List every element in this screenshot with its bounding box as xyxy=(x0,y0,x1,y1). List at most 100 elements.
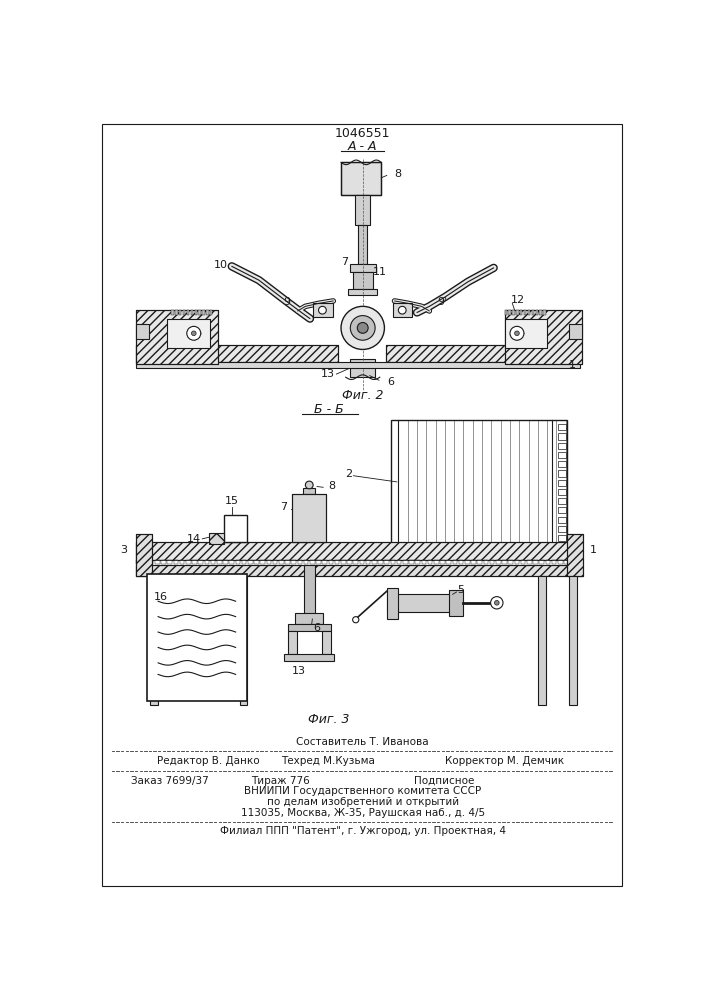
Circle shape xyxy=(187,326,201,340)
Text: Фиг. 3: Фиг. 3 xyxy=(308,713,349,726)
Bar xyxy=(171,310,174,315)
Bar xyxy=(168,319,210,348)
Bar xyxy=(538,576,546,705)
Text: ВНИИПИ Государственного комитета СССР: ВНИИПИ Государственного комитета СССР xyxy=(244,786,481,796)
Text: 14: 14 xyxy=(187,534,201,544)
Text: 13: 13 xyxy=(291,666,305,676)
Text: 13: 13 xyxy=(321,369,335,379)
Bar xyxy=(385,560,389,564)
Bar xyxy=(358,225,368,264)
Text: А - А: А - А xyxy=(348,140,378,153)
Text: 15: 15 xyxy=(225,496,239,506)
Bar xyxy=(567,534,583,576)
Bar xyxy=(183,310,185,315)
Bar xyxy=(505,310,582,364)
Bar xyxy=(505,319,547,348)
Bar xyxy=(292,494,327,542)
Bar xyxy=(459,560,464,564)
Bar xyxy=(569,576,577,705)
Text: по делам изобретений и открытий: по делам изобретений и открытий xyxy=(267,797,459,807)
Bar xyxy=(434,560,438,564)
Bar xyxy=(440,560,445,564)
Bar xyxy=(136,362,580,368)
Bar xyxy=(391,420,567,545)
Bar xyxy=(168,560,172,564)
Bar xyxy=(136,310,218,364)
Text: 5: 5 xyxy=(457,585,464,595)
Bar xyxy=(524,310,526,315)
Bar xyxy=(206,310,209,315)
Bar xyxy=(223,560,228,564)
Bar xyxy=(204,560,209,564)
Text: 8: 8 xyxy=(395,169,402,179)
Bar xyxy=(577,560,581,564)
Text: 9': 9' xyxy=(437,297,448,307)
Circle shape xyxy=(398,306,406,314)
Bar xyxy=(230,560,234,564)
Bar xyxy=(288,631,297,654)
Text: Фиг. 2: Фиг. 2 xyxy=(342,389,383,402)
Bar xyxy=(546,560,550,564)
Bar xyxy=(558,424,566,430)
Bar xyxy=(403,560,408,564)
Bar xyxy=(472,560,476,564)
Bar xyxy=(267,560,271,564)
Bar xyxy=(521,560,525,564)
Bar xyxy=(552,560,556,564)
Bar xyxy=(296,613,323,624)
Bar xyxy=(505,310,507,315)
Bar xyxy=(136,560,141,564)
Text: Подписное: Подписное xyxy=(414,776,474,786)
Bar xyxy=(273,560,277,564)
Bar xyxy=(505,319,547,348)
Text: 1: 1 xyxy=(590,545,597,555)
Bar xyxy=(428,560,433,564)
Bar xyxy=(355,195,370,225)
Bar xyxy=(210,310,212,315)
Bar xyxy=(558,452,566,458)
Text: Техред М.Кузьма: Техред М.Кузьма xyxy=(281,756,375,766)
Bar xyxy=(409,560,414,564)
Bar xyxy=(558,433,566,440)
Bar xyxy=(322,631,331,654)
Bar xyxy=(528,310,530,315)
Bar xyxy=(391,560,395,564)
Circle shape xyxy=(515,331,519,336)
Bar xyxy=(304,560,308,564)
Bar xyxy=(416,560,420,564)
Bar xyxy=(136,542,582,560)
Bar xyxy=(449,590,462,616)
Bar xyxy=(136,542,582,560)
Circle shape xyxy=(351,316,375,340)
Bar xyxy=(155,560,160,564)
Text: 7: 7 xyxy=(281,502,288,512)
Bar xyxy=(288,624,331,631)
Bar xyxy=(360,560,364,564)
Bar xyxy=(202,310,204,315)
Bar xyxy=(143,560,147,564)
Bar xyxy=(291,560,296,564)
Bar xyxy=(349,264,376,272)
Bar xyxy=(387,594,452,612)
Bar xyxy=(192,560,197,564)
Circle shape xyxy=(341,306,385,349)
Bar xyxy=(571,560,575,564)
Text: 11: 11 xyxy=(373,267,387,277)
Bar xyxy=(516,310,518,315)
Bar xyxy=(527,560,532,564)
Bar xyxy=(187,310,189,315)
Bar xyxy=(505,310,582,364)
Circle shape xyxy=(192,331,196,336)
Bar xyxy=(310,560,315,564)
Bar xyxy=(260,560,265,564)
Bar xyxy=(285,560,290,564)
Bar xyxy=(378,560,383,564)
Bar xyxy=(136,565,582,576)
Circle shape xyxy=(319,306,327,314)
Text: 3: 3 xyxy=(120,545,127,555)
Text: Корректор М. Демчик: Корректор М. Демчик xyxy=(445,756,564,766)
Bar xyxy=(211,560,216,564)
Bar xyxy=(136,324,149,339)
Bar xyxy=(313,303,332,317)
Text: 12: 12 xyxy=(510,295,525,305)
